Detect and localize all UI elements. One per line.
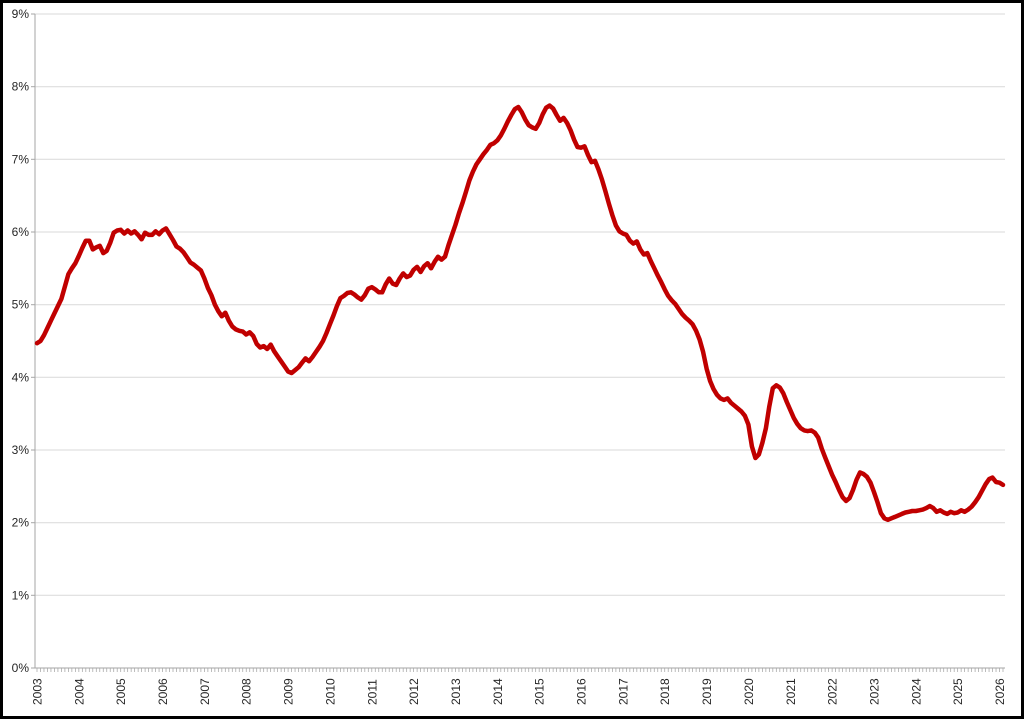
- x-year-label: 2014: [491, 678, 505, 705]
- y-tick-label: 5%: [12, 298, 30, 312]
- x-year-label: 2007: [198, 678, 212, 705]
- y-tick-label: 2%: [12, 516, 30, 530]
- x-year-label: 2026: [993, 678, 1007, 705]
- x-year-label: 2005: [114, 678, 128, 705]
- x-year-label: 2021: [784, 678, 798, 705]
- x-year-label: 2004: [72, 678, 86, 705]
- x-year-label: 2025: [951, 678, 965, 705]
- x-year-label: 2013: [449, 678, 463, 705]
- x-year-label: 2017: [616, 678, 630, 705]
- x-year-label: 2024: [909, 678, 923, 705]
- x-year-label: 2008: [240, 678, 254, 705]
- x-year-label: 2012: [407, 678, 421, 705]
- y-tick-label: 9%: [12, 7, 30, 21]
- x-year-label: 2016: [575, 678, 589, 705]
- x-year-label: 2010: [323, 678, 337, 705]
- y-tick-label: 1%: [12, 588, 30, 602]
- x-year-label: 2009: [282, 678, 296, 705]
- series-line: [34, 103, 1006, 523]
- y-tick-label: 7%: [12, 152, 30, 166]
- y-tick-label: 0%: [12, 661, 30, 675]
- x-year-label: 2006: [156, 678, 170, 705]
- y-tick-label: 4%: [12, 370, 30, 384]
- y-tick-label: 6%: [12, 225, 30, 239]
- x-year-label: 2020: [742, 678, 756, 705]
- x-year-label: 2011: [365, 679, 379, 705]
- y-tick-label: 8%: [12, 80, 30, 94]
- x-year-label: 2003: [31, 678, 45, 705]
- x-year-label: 2023: [868, 678, 882, 705]
- x-year-label: 2015: [533, 678, 547, 705]
- x-year-label: 2019: [700, 678, 714, 705]
- x-year-label: 2018: [658, 678, 672, 705]
- x-year-label: 2022: [826, 678, 840, 705]
- y-tick-label: 3%: [12, 443, 30, 457]
